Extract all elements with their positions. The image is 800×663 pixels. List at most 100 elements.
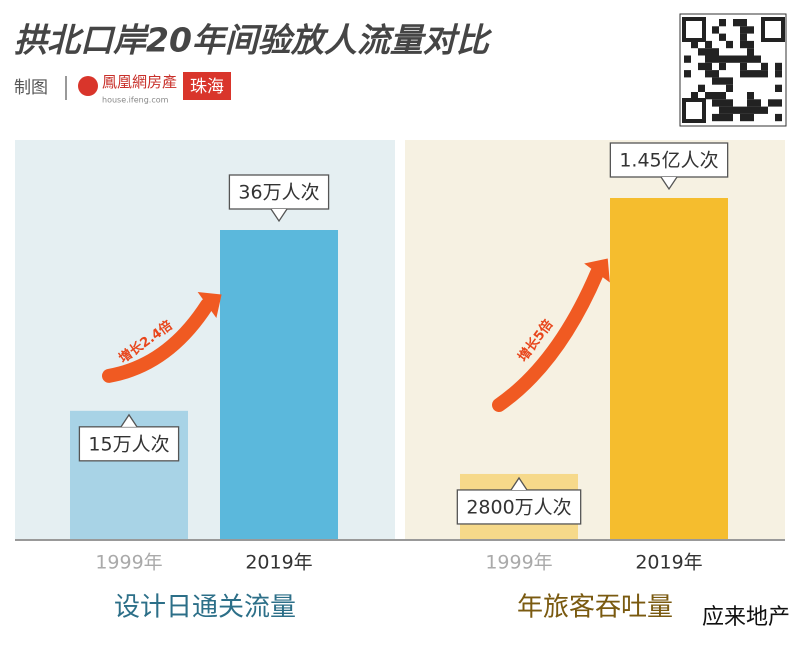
brand: 鳳凰網房產 (102, 73, 177, 91)
value-label: 1.45亿人次 (619, 150, 718, 172)
qr-cell (775, 99, 782, 107)
qr-cell (733, 55, 740, 63)
qr-cell (747, 70, 754, 78)
callout-pointer (120, 413, 138, 428)
x-tick-label: 2019年 (245, 552, 312, 574)
qr-cell (747, 26, 754, 34)
qr-cell (719, 19, 726, 27)
qr-cell (705, 40, 712, 49)
qr-cell (698, 84, 705, 92)
qr-finder (682, 17, 706, 42)
qr-cell (754, 99, 761, 107)
qr-cell (684, 55, 691, 63)
brand-city: 珠海 (190, 77, 224, 97)
qr-cell (761, 62, 768, 71)
qr-cell (747, 113, 754, 122)
qr-cell (726, 77, 733, 85)
x-tick-label: 2019年 (635, 552, 702, 574)
qr-cell (768, 99, 775, 107)
qr-cell (712, 26, 719, 34)
credit: 制图 (14, 78, 48, 98)
qr-cell (705, 62, 712, 71)
watermark: 应来地产 (702, 605, 790, 630)
qr-cell (726, 55, 733, 63)
qr-cell (705, 92, 712, 100)
qr-cell (761, 106, 768, 114)
qr-cell (719, 106, 726, 114)
qr-cell (705, 48, 712, 56)
chart-subtitle: 年旅客吞吐量 (517, 593, 673, 623)
brand-logo (78, 76, 98, 96)
qr-cell (712, 77, 719, 85)
value-label: 15万人次 (88, 433, 169, 455)
qr-cell (726, 99, 733, 107)
qr-cell (761, 70, 768, 78)
subtitle-box (415, 584, 775, 630)
growth-arrow (102, 298, 214, 383)
qr-cell (719, 99, 726, 107)
qr-cell (726, 106, 733, 114)
qr-cell (719, 62, 726, 71)
qr-cell (740, 26, 747, 34)
qr-cell (740, 55, 747, 63)
qr-cell (726, 113, 733, 122)
qr-cell (719, 33, 726, 41)
callout-box (609, 142, 729, 178)
qr-cell (747, 40, 754, 49)
qr-cell (740, 113, 747, 122)
qr-cell (684, 70, 691, 78)
arrow-head (197, 292, 222, 318)
callout-pointer (510, 476, 528, 491)
qr-cell (747, 55, 754, 63)
qr-cell (733, 19, 740, 27)
qr-cell (740, 33, 747, 41)
qr-finder (682, 98, 706, 123)
qr-cell (712, 113, 719, 122)
title: 拱北口岸20年间验放人流量对比 (14, 21, 493, 60)
qr-cell (719, 77, 726, 85)
callout-box (228, 174, 330, 210)
qr-cell (698, 62, 705, 71)
qr-cell (712, 92, 719, 100)
qr-cell (775, 84, 782, 92)
qr-cell (691, 40, 698, 49)
qr-cell (733, 106, 740, 114)
callout-pointer (660, 176, 678, 191)
qr-cell (775, 70, 782, 78)
qr-cell (754, 55, 761, 63)
callout-pointer (270, 208, 288, 223)
subtitle-box (25, 584, 385, 630)
qr-cell (747, 99, 754, 107)
value-label: 36万人次 (238, 182, 319, 204)
qr-cell (754, 70, 761, 78)
qr-cell (719, 92, 726, 100)
qr-cell (740, 62, 747, 71)
qr-finder (761, 17, 785, 42)
qr-cell (712, 48, 719, 56)
qr-cell (740, 106, 747, 114)
growth-arrow (492, 266, 604, 412)
qr-cell (740, 19, 747, 27)
qr-cell (712, 99, 719, 107)
brand-url: house.ifeng.com (102, 96, 169, 105)
city-badge (183, 72, 231, 100)
qr-cell (754, 106, 761, 114)
qr-cell (705, 55, 712, 63)
value-label: 2800万人次 (466, 496, 571, 518)
qr-cell (719, 55, 726, 63)
qr-cell (747, 106, 754, 114)
x-tick-label: 1999年 (95, 552, 162, 574)
qr-cell (705, 70, 712, 78)
qr-code (679, 13, 787, 127)
chart-subtitle: 设计日通关流量 (114, 593, 296, 623)
qr-cell (775, 62, 782, 71)
qr-cell (712, 55, 719, 63)
qr-cell (691, 92, 698, 100)
qr-cell (740, 70, 747, 78)
bar (220, 230, 338, 540)
qr-cell (719, 113, 726, 122)
qr-cell (747, 48, 754, 56)
x-tick-label: 1999年 (485, 552, 552, 574)
bar (610, 198, 728, 540)
